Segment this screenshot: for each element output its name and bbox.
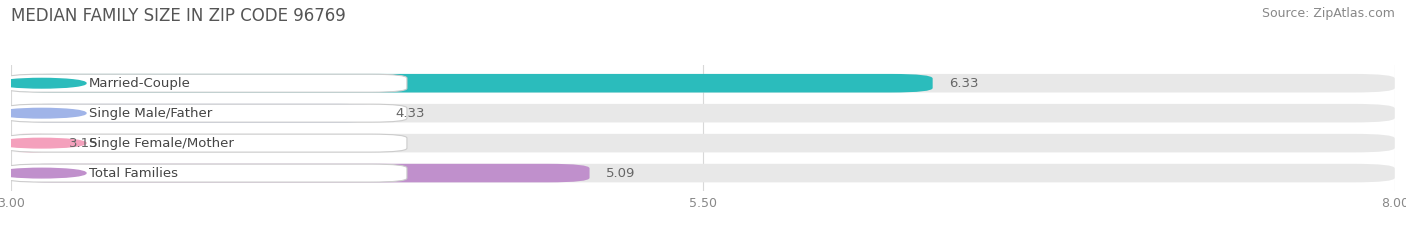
Text: Single Female/Mother: Single Female/Mother	[89, 137, 233, 150]
FancyBboxPatch shape	[11, 74, 1395, 93]
Text: 3.15: 3.15	[69, 137, 98, 150]
FancyBboxPatch shape	[11, 104, 1395, 123]
Text: Married-Couple: Married-Couple	[89, 77, 191, 90]
FancyBboxPatch shape	[11, 134, 53, 152]
FancyBboxPatch shape	[11, 164, 589, 182]
Circle shape	[0, 79, 86, 88]
Text: MEDIAN FAMILY SIZE IN ZIP CODE 96769: MEDIAN FAMILY SIZE IN ZIP CODE 96769	[11, 7, 346, 25]
Text: Source: ZipAtlas.com: Source: ZipAtlas.com	[1261, 7, 1395, 20]
Circle shape	[0, 138, 86, 148]
Circle shape	[0, 108, 86, 118]
Text: 4.33: 4.33	[396, 107, 426, 120]
Text: Single Male/Father: Single Male/Father	[89, 107, 212, 120]
FancyBboxPatch shape	[11, 164, 1395, 182]
Text: 5.09: 5.09	[606, 167, 636, 180]
FancyBboxPatch shape	[6, 134, 406, 152]
FancyBboxPatch shape	[6, 164, 406, 182]
FancyBboxPatch shape	[6, 104, 406, 122]
Text: 6.33: 6.33	[949, 77, 979, 90]
FancyBboxPatch shape	[6, 74, 406, 92]
FancyBboxPatch shape	[11, 134, 1395, 152]
FancyBboxPatch shape	[11, 74, 932, 93]
FancyBboxPatch shape	[11, 104, 380, 123]
Circle shape	[0, 168, 86, 178]
Text: Total Families: Total Families	[89, 167, 177, 180]
